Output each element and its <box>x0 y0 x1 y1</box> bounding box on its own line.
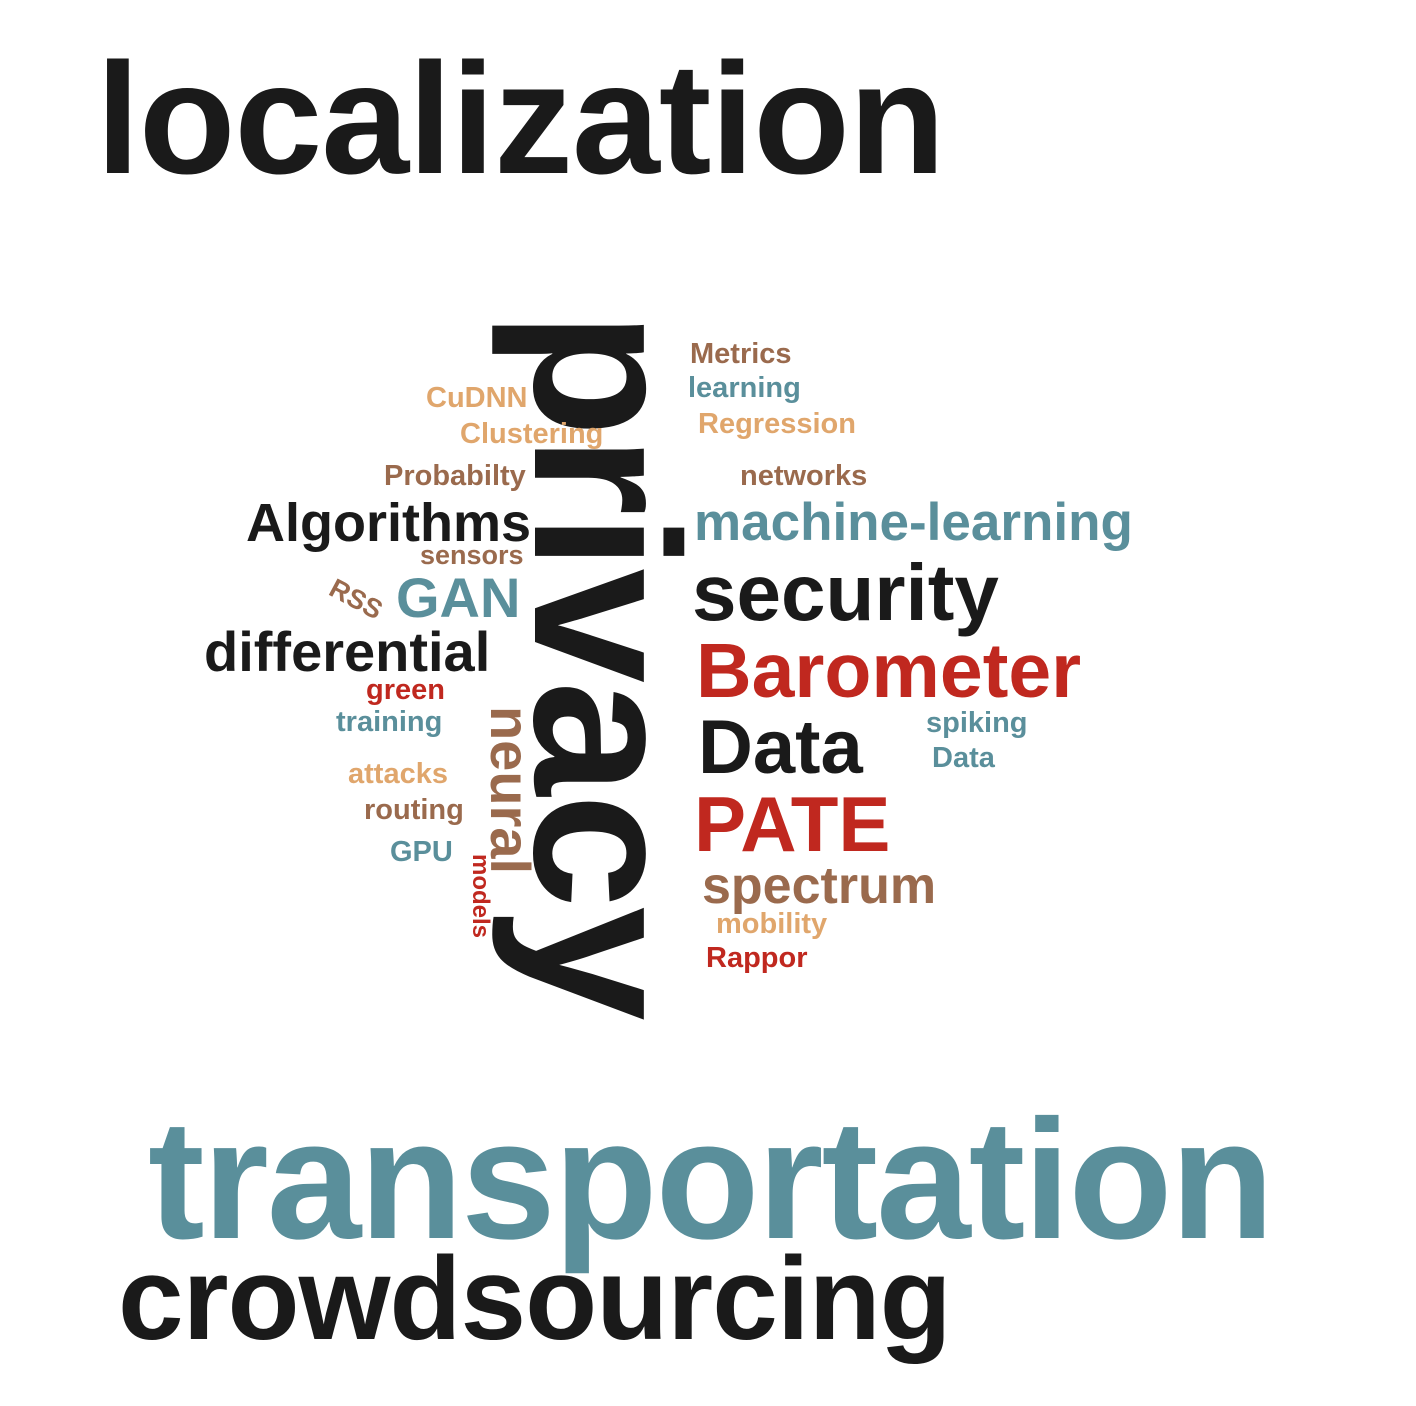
word-learning: learning <box>688 372 801 404</box>
word-crowdsourcing: crowdsourcing <box>118 1233 952 1365</box>
word-neural: neural <box>479 705 542 875</box>
word-spiking: spiking <box>926 707 1028 739</box>
word-sensors: sensors <box>420 540 524 570</box>
word-green: green <box>366 674 445 706</box>
word-pate: PATE <box>694 780 891 868</box>
word-routing: routing <box>364 794 464 826</box>
word-rappor: Rappor <box>706 942 808 974</box>
word-barometer: Barometer <box>696 628 1082 714</box>
word-data-big: Data <box>698 705 863 790</box>
word-spectrum: spectrum <box>702 857 937 915</box>
word-localization: localization <box>96 31 945 207</box>
word-gan: GAN <box>396 566 521 629</box>
word-networks: Probabilty <box>384 460 526 492</box>
word-machine-learning: machine-learning <box>694 493 1133 552</box>
word-mobility: mobility <box>716 908 828 940</box>
word-clustering: Clustering <box>460 418 604 450</box>
word-rss: RSS <box>324 572 388 626</box>
word-cudnn: CuDNN <box>426 382 528 414</box>
word-regression: Regression <box>698 408 856 440</box>
word-security: security <box>692 548 999 637</box>
word-training: training <box>336 706 443 738</box>
word-probabilty: networks <box>740 460 868 492</box>
word-differential: differential <box>204 620 491 683</box>
word-models: models <box>467 853 494 939</box>
word-gpu: GPU <box>390 836 453 868</box>
word-attacks: attacks <box>348 758 448 790</box>
word-data-small: Data <box>932 742 995 774</box>
word-transportation: transportation <box>148 1085 1274 1275</box>
word-metrics: Metrics <box>690 338 792 370</box>
word-algorithms: Algorithms <box>246 493 532 553</box>
